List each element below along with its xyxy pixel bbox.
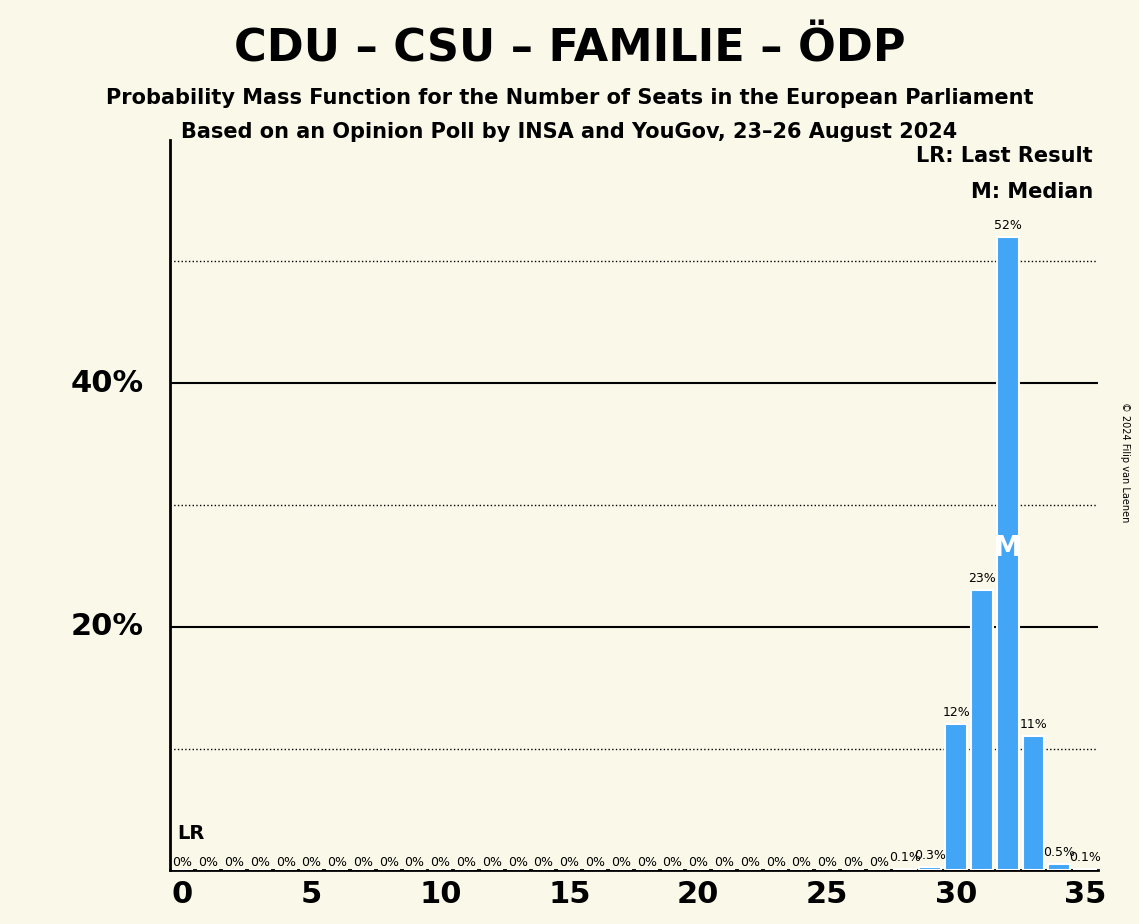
Text: 0%: 0% — [327, 856, 347, 869]
Text: 20%: 20% — [71, 613, 144, 641]
Text: Probability Mass Function for the Number of Seats in the European Parliament: Probability Mass Function for the Number… — [106, 88, 1033, 108]
Text: M: Median: M: Median — [970, 182, 1092, 202]
Text: 0%: 0% — [379, 856, 399, 869]
Text: 12%: 12% — [942, 706, 970, 719]
Text: 23%: 23% — [968, 572, 995, 586]
Text: 0%: 0% — [456, 856, 476, 869]
Text: 0.5%: 0.5% — [1043, 846, 1075, 859]
Text: 52%: 52% — [994, 219, 1022, 232]
Text: 0%: 0% — [249, 856, 270, 869]
Text: 0%: 0% — [559, 856, 580, 869]
Bar — [894, 869, 916, 870]
Text: 0%: 0% — [765, 856, 786, 869]
Bar — [1023, 736, 1044, 870]
Text: 0%: 0% — [869, 856, 888, 869]
Text: 0%: 0% — [198, 856, 219, 869]
Text: 0%: 0% — [404, 856, 425, 869]
Text: 0%: 0% — [792, 856, 811, 869]
Text: LR: Last Result: LR: Last Result — [916, 146, 1092, 165]
Text: 0%: 0% — [533, 856, 554, 869]
Text: 0%: 0% — [431, 856, 450, 869]
Text: 0%: 0% — [172, 856, 192, 869]
Bar — [1048, 864, 1071, 870]
Text: 0.1%: 0.1% — [1070, 851, 1101, 864]
Text: 0%: 0% — [817, 856, 837, 869]
Bar — [1074, 869, 1096, 870]
Text: 11%: 11% — [1019, 719, 1048, 732]
Text: 40%: 40% — [71, 369, 144, 397]
Text: 0%: 0% — [688, 856, 708, 869]
Text: 0.3%: 0.3% — [915, 849, 947, 862]
Bar — [945, 724, 967, 870]
Bar — [970, 590, 993, 870]
Text: 0%: 0% — [508, 856, 527, 869]
Text: 0.1%: 0.1% — [888, 851, 920, 864]
Text: 0%: 0% — [663, 856, 682, 869]
Text: 0%: 0% — [585, 856, 605, 869]
Text: M: M — [994, 534, 1022, 562]
Text: 0%: 0% — [276, 856, 296, 869]
Text: © 2024 Filip van Laenen: © 2024 Filip van Laenen — [1121, 402, 1130, 522]
Text: CDU – CSU – FAMILIE – ÖDP: CDU – CSU – FAMILIE – ÖDP — [233, 28, 906, 71]
Bar — [919, 867, 941, 870]
Text: 0%: 0% — [714, 856, 734, 869]
Text: 0%: 0% — [482, 856, 502, 869]
Text: 0%: 0% — [353, 856, 372, 869]
Text: 0%: 0% — [843, 856, 863, 869]
Text: 0%: 0% — [302, 856, 321, 869]
Text: Based on an Opinion Poll by INSA and YouGov, 23–26 August 2024: Based on an Opinion Poll by INSA and You… — [181, 122, 958, 142]
Text: 0%: 0% — [224, 856, 244, 869]
Text: 0%: 0% — [637, 856, 657, 869]
Bar — [997, 237, 1018, 870]
Text: 0%: 0% — [740, 856, 760, 869]
Text: LR: LR — [178, 824, 205, 844]
Text: 0%: 0% — [611, 856, 631, 869]
